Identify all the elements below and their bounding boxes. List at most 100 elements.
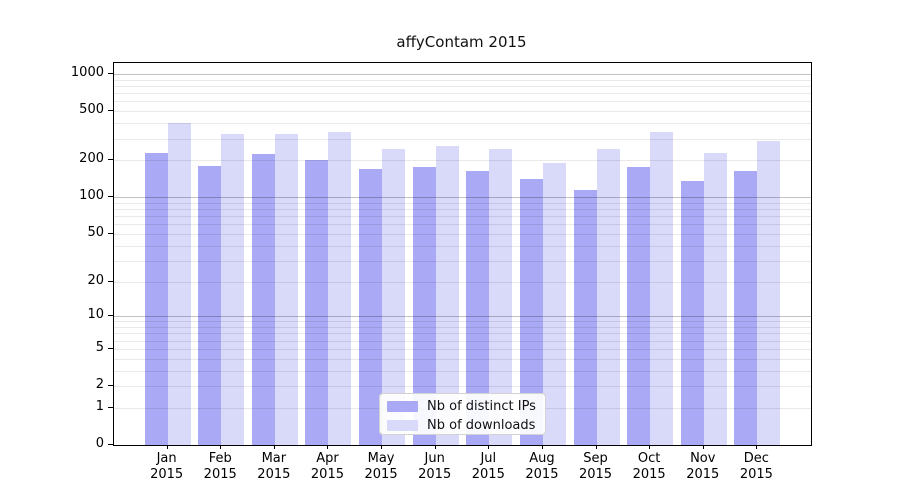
x-tick-label-nov: Nov 2015 xyxy=(686,451,720,482)
y-tick-label: 500 xyxy=(79,102,104,118)
gridline xyxy=(114,321,811,323)
gridline xyxy=(114,340,811,342)
bar-downloads-feb xyxy=(221,134,245,445)
bar-downloads-aug xyxy=(542,162,566,445)
gridline xyxy=(114,160,811,162)
x-tick-label-mar: Mar 2015 xyxy=(257,451,291,482)
x-tick-mark xyxy=(434,445,436,449)
gridline xyxy=(114,202,811,204)
bar-downloads-apr xyxy=(328,131,352,445)
x-tick-mark xyxy=(702,445,704,449)
bar-downloads-jul xyxy=(489,149,513,445)
y-tick-mark xyxy=(108,280,113,282)
gridline xyxy=(114,138,811,140)
legend-item-downloads: Nb of downloads xyxy=(387,417,536,433)
y-tick-label: 200 xyxy=(79,151,104,167)
y-tick-label: 0 xyxy=(95,436,104,451)
y-tick-label: 10 xyxy=(87,307,104,323)
x-tick-mark xyxy=(541,445,543,449)
y-tick-mark xyxy=(108,406,113,408)
y-tick-label: 1 xyxy=(95,398,104,414)
y-tick-mark xyxy=(108,444,113,445)
gridline xyxy=(114,233,811,235)
bar-distinct-ips-oct xyxy=(627,167,651,445)
bar-distinct-ips-jun xyxy=(412,167,436,445)
bar-distinct-ips-may xyxy=(359,168,383,445)
x-tick-mark xyxy=(756,445,758,449)
gridline xyxy=(114,111,811,113)
x-tick-label-jun: Jun 2015 xyxy=(418,451,452,482)
gridline xyxy=(114,386,811,387)
gridline xyxy=(114,260,811,262)
legend-swatch-distinct-ips xyxy=(387,400,418,412)
y-tick-label: 2 xyxy=(95,377,104,392)
y-tick-mark xyxy=(108,232,113,234)
bar-downloads-oct xyxy=(650,131,674,445)
x-tick-label-feb: Feb 2015 xyxy=(203,451,237,482)
bar-distinct-ips-sep xyxy=(573,189,597,445)
legend-label-downloads: Nb of downloads xyxy=(427,417,536,433)
x-tick-label-apr: Apr 2015 xyxy=(310,451,344,482)
x-tick-mark xyxy=(327,445,329,449)
bar-distinct-ips-nov xyxy=(680,181,704,445)
x-tick-mark xyxy=(595,445,597,449)
gridline xyxy=(114,79,811,81)
y-tick-mark xyxy=(108,159,113,161)
y-tick-label: 20 xyxy=(87,272,104,288)
gridline xyxy=(114,281,811,283)
legend: Nb of distinct IPs Nb of downloads xyxy=(379,393,546,435)
gridline xyxy=(114,74,811,75)
legend-item-distinct-ips: Nb of distinct IPs xyxy=(387,399,536,414)
y-tick-mark xyxy=(108,385,113,386)
x-tick-mark xyxy=(381,445,383,449)
y-tick-label: 1000 xyxy=(70,65,104,80)
y-tick-mark xyxy=(108,110,113,112)
x-tick-mark xyxy=(220,445,222,449)
bar-distinct-ips-dec xyxy=(734,170,758,445)
bar-distinct-ips-aug xyxy=(519,179,543,445)
x-tick-mark xyxy=(488,445,490,449)
bar-downloads-sep xyxy=(596,149,620,445)
gridline xyxy=(114,197,811,199)
x-tick-mark xyxy=(273,445,275,449)
bar-downloads-jan xyxy=(167,123,191,445)
y-tick-label: 100 xyxy=(79,188,104,204)
x-tick-label-aug: Aug 2015 xyxy=(525,451,559,482)
gridline xyxy=(114,327,811,328)
bar-distinct-ips-feb xyxy=(198,165,222,445)
y-tick-mark xyxy=(108,196,113,198)
y-tick-label: 50 xyxy=(87,224,104,240)
x-tick-label-sep: Sep 2015 xyxy=(578,451,613,482)
gridline xyxy=(114,101,811,103)
x-tick-mark xyxy=(649,445,651,449)
x-tick-label-dec: Dec 2015 xyxy=(739,451,773,482)
gridline xyxy=(114,370,811,372)
chart-title: affyContam 2015 xyxy=(396,33,527,51)
gridline xyxy=(114,333,811,335)
x-tick-label-oct: Oct 2015 xyxy=(632,451,666,482)
y-tick-mark xyxy=(108,73,113,74)
y-tick-label: 5 xyxy=(95,339,104,355)
x-tick-label-jan: Jan 2015 xyxy=(150,451,184,482)
bar-downloads-mar xyxy=(274,134,298,445)
gridline xyxy=(114,123,811,125)
bar-downloads-nov xyxy=(703,152,727,445)
gridline xyxy=(114,93,811,95)
gridline xyxy=(114,209,811,211)
x-tick-label-jul: Jul 2015 xyxy=(471,451,505,482)
bar-distinct-ips-jul xyxy=(466,170,490,445)
legend-swatch-downloads xyxy=(387,419,418,431)
bar-distinct-ips-apr xyxy=(305,160,329,445)
gridline xyxy=(114,245,811,247)
y-tick-mark xyxy=(108,315,113,317)
y-tick-mark xyxy=(108,347,113,349)
gridline xyxy=(114,216,811,218)
bar-downloads-dec xyxy=(757,141,781,445)
plot-area xyxy=(113,62,812,446)
x-tick-label-may: May 2015 xyxy=(364,451,398,482)
bar-distinct-ips-mar xyxy=(251,153,275,445)
bar-downloads-jun xyxy=(435,146,459,445)
gridline xyxy=(114,358,811,360)
x-tick-mark xyxy=(166,445,168,449)
